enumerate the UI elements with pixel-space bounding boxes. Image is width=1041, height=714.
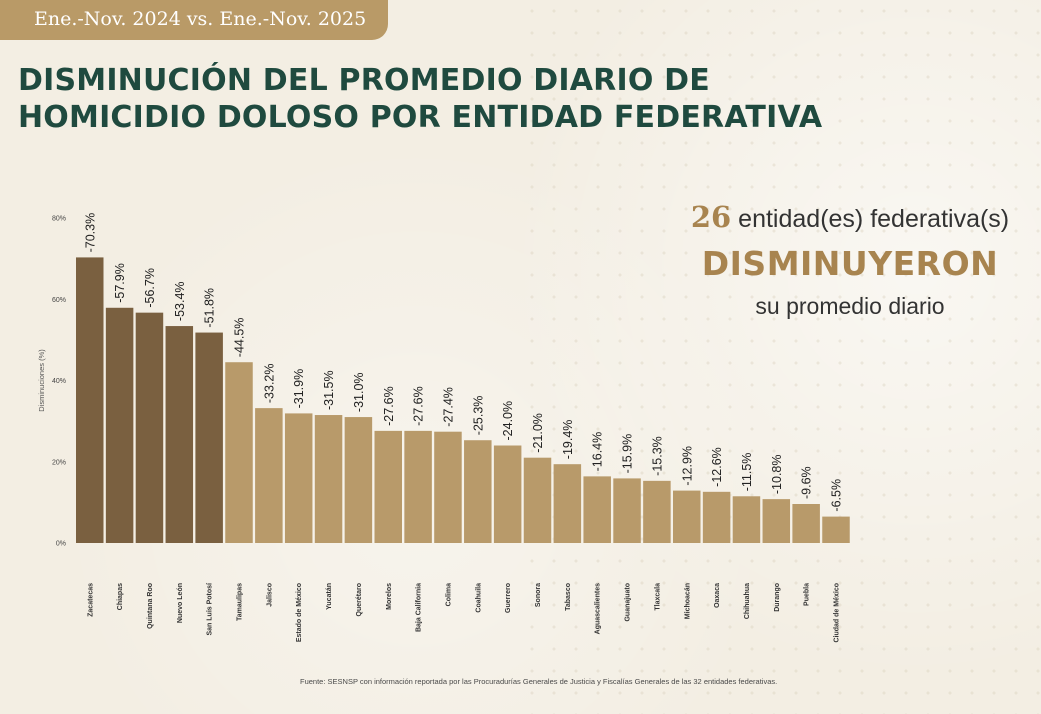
summary-callout: 26 entidad(es) federativa(s) DISMINUYERO… bbox=[660, 200, 1040, 320]
bar bbox=[195, 332, 223, 543]
category-label: Baja California bbox=[416, 583, 423, 632]
category-label: Zacatecas bbox=[87, 583, 94, 617]
category-label: Puebla bbox=[804, 583, 811, 606]
data-label: -51.8% bbox=[203, 288, 217, 328]
category-label: Jalisco bbox=[266, 583, 273, 607]
y-tick-label: 60% bbox=[52, 297, 66, 304]
category-label: Tabasco bbox=[565, 583, 572, 611]
category-label: Guerrero bbox=[505, 583, 512, 613]
y-tick-label: 20% bbox=[52, 459, 66, 466]
data-label: -27.4% bbox=[441, 387, 455, 427]
y-axis-label: Disminuciones (%) bbox=[37, 349, 46, 412]
data-label: -9.6% bbox=[800, 466, 814, 499]
data-label: -15.9% bbox=[621, 434, 635, 474]
data-label: -21.0% bbox=[531, 413, 545, 453]
y-tick-label: 0% bbox=[56, 541, 66, 548]
data-label: -53.4% bbox=[173, 281, 187, 321]
category-label: Aguascalientes bbox=[595, 583, 602, 634]
bar bbox=[404, 430, 432, 543]
data-label: -11.5% bbox=[740, 453, 754, 492]
bar bbox=[255, 408, 283, 543]
data-label: -70.3% bbox=[83, 213, 97, 253]
category-label: Chihuahua bbox=[744, 583, 751, 619]
bar bbox=[493, 445, 522, 543]
bar bbox=[523, 457, 552, 543]
data-label: -27.6% bbox=[382, 386, 396, 426]
data-label: -25.3% bbox=[471, 396, 485, 436]
data-label: -27.6% bbox=[412, 386, 426, 426]
data-label: -24.0% bbox=[501, 401, 515, 441]
data-label: -10.8% bbox=[770, 455, 784, 495]
category-label: Tamaulipas bbox=[237, 583, 244, 621]
bar bbox=[434, 431, 462, 543]
category-label: Yucatán bbox=[326, 583, 333, 610]
bar bbox=[702, 491, 731, 543]
category-label: Durango bbox=[774, 583, 781, 612]
category-label: Tlaxcala bbox=[654, 583, 661, 611]
bar bbox=[105, 307, 134, 543]
category-label: Sonora bbox=[535, 583, 542, 607]
category-label: Michoacán bbox=[684, 583, 691, 619]
data-label: -12.6% bbox=[710, 447, 724, 487]
callout-line1-text: entidad(es) federativa(s) bbox=[738, 205, 1010, 233]
data-label: -12.9% bbox=[680, 446, 694, 486]
data-label: -56.7% bbox=[143, 268, 157, 308]
data-label: -15.3% bbox=[650, 436, 664, 476]
bar bbox=[643, 480, 671, 543]
bar bbox=[225, 362, 253, 543]
category-label: Nuevo León bbox=[177, 583, 184, 623]
bar bbox=[553, 464, 582, 543]
callout-line-2: DISMINUYERON bbox=[701, 244, 999, 283]
period-badge: Ene.-Nov. 2024 vs. Ene.-Nov. 2025 bbox=[0, 0, 388, 40]
bar bbox=[165, 326, 194, 543]
category-label: Ciudad de México bbox=[834, 583, 841, 643]
y-tick-label: 80% bbox=[52, 216, 66, 223]
callout-line-1: 26 entidad(es) federativa(s) bbox=[660, 200, 1040, 234]
bar bbox=[822, 516, 850, 543]
dot-pattern bbox=[521, 0, 1041, 714]
bar bbox=[673, 490, 701, 543]
category-label: Colima bbox=[445, 583, 452, 606]
bar bbox=[314, 415, 343, 543]
callout-count: 26 bbox=[690, 200, 732, 234]
source-note: Fuente: SESNSP con información reportada… bbox=[300, 677, 778, 686]
data-label: -44.5% bbox=[233, 318, 247, 358]
data-label: -16.4% bbox=[591, 432, 605, 472]
bar bbox=[284, 413, 313, 543]
title-line-1: DISMINUCIÓN DEL PROMEDIO DIARIO DE bbox=[18, 63, 710, 98]
bar bbox=[583, 476, 611, 543]
page-title: DISMINUCIÓN DEL PROMEDIO DIARIO DE HOMIC… bbox=[18, 62, 822, 136]
title-line-2: HOMICIDIO DOLOSO POR ENTIDAD FEDERATIVA bbox=[18, 100, 823, 135]
callout-line-3: su promedio diario bbox=[755, 293, 945, 319]
bar bbox=[762, 499, 791, 543]
data-label: -31.9% bbox=[292, 369, 306, 409]
category-label: Oaxaca bbox=[714, 583, 721, 608]
category-label: Coahuila bbox=[475, 583, 482, 613]
category-label: Estado de México bbox=[296, 583, 303, 642]
category-label: Chiapas bbox=[117, 583, 124, 610]
data-label: -19.4% bbox=[561, 420, 575, 460]
data-label: -31.0% bbox=[352, 372, 366, 412]
y-tick-label: 40% bbox=[52, 378, 66, 385]
bar bbox=[76, 257, 104, 543]
data-label: -33.2% bbox=[262, 364, 276, 404]
data-label: -57.9% bbox=[113, 263, 127, 303]
bar bbox=[792, 504, 820, 543]
data-label: -31.5% bbox=[322, 370, 336, 410]
category-label: Quintana Roo bbox=[147, 583, 154, 629]
category-label: San Luis Potosí bbox=[207, 582, 214, 636]
bar bbox=[344, 417, 373, 543]
data-label: -6.5% bbox=[830, 479, 844, 512]
category-label: Querétaro bbox=[356, 583, 363, 616]
category-label: Guanajuato bbox=[625, 583, 632, 622]
bar bbox=[135, 312, 164, 543]
category-label: Morelos bbox=[386, 583, 393, 610]
bar bbox=[464, 440, 492, 543]
bar bbox=[732, 496, 761, 543]
bar bbox=[613, 478, 641, 543]
bar bbox=[374, 430, 402, 543]
